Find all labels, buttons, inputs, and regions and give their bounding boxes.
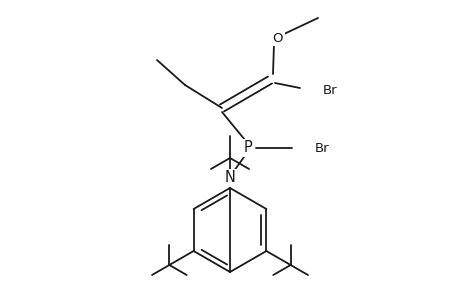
Text: N: N	[224, 170, 235, 185]
Text: P: P	[243, 140, 252, 155]
Text: O: O	[272, 32, 283, 44]
Text: Br: Br	[314, 142, 329, 154]
Text: Br: Br	[322, 83, 337, 97]
